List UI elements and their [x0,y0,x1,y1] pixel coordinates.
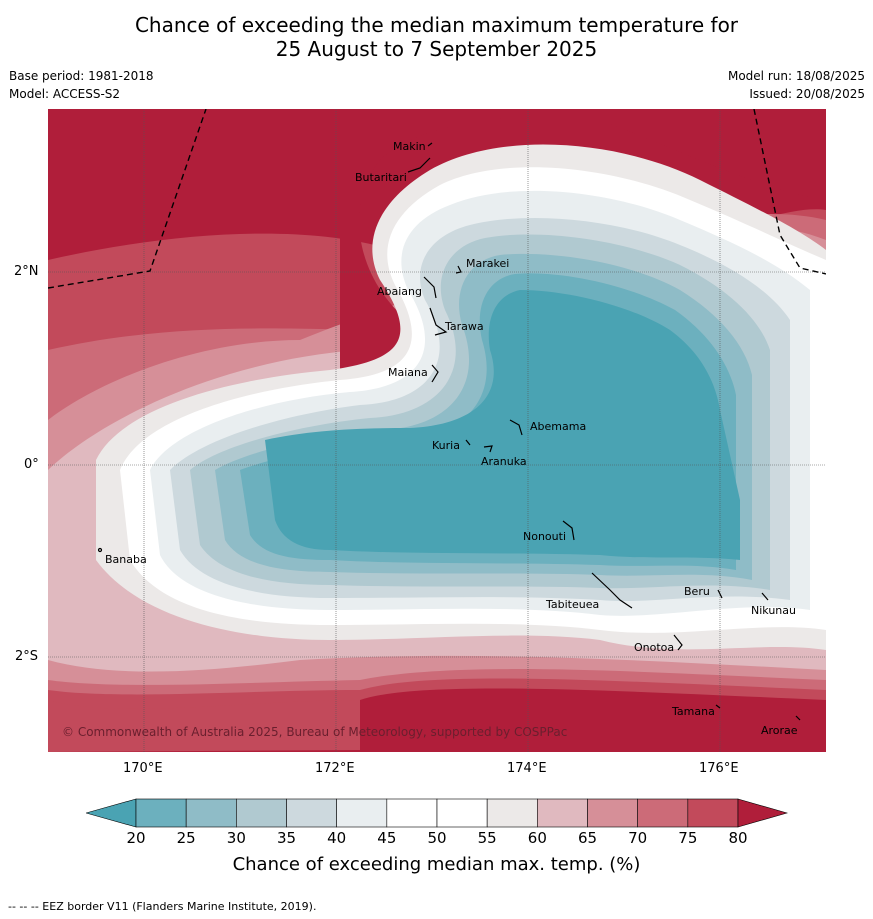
marakei-island [455,265,462,274]
map-title-line2: 25 August to 7 September 2025 [275,37,598,61]
banaba-island [97,547,103,553]
label-nonouti: Nonouti [523,530,566,543]
eez-border [48,109,826,289]
tarawa-island [429,307,448,336]
colorbar-extend-high [737,798,788,828]
colorbar-tick-label: 20 [126,829,146,847]
colorbar-tick-label: 50 [427,829,447,847]
nikunau-island [761,592,769,601]
label-marakei: Marakei [466,257,509,270]
label-arorae: Arorae [761,724,798,737]
colorbar-segment [386,798,438,828]
label-tamana: Tamana [671,705,715,718]
makin-island [427,142,433,147]
colorbar [86,798,788,828]
label-tarawa: Tarawa [444,320,484,333]
colorbar-tick-label: 70 [628,829,648,847]
colorbar-segment [135,798,187,828]
colorbar-segment [637,798,689,828]
colorbar-tick-label: 45 [377,829,397,847]
arorae-island [795,715,801,721]
colorbar-tick-label: 65 [577,829,598,847]
label-tabiteuea: Tabiteuea [545,598,599,611]
label-butaritari: Butaritari [355,171,407,184]
lon-tick-170: 170°E [123,761,163,776]
contour-20 [265,290,740,560]
lon-tick-174: 174°E [507,761,547,776]
graticule [48,109,826,752]
aranuka-island [483,445,493,453]
label-maiana: Maiana [388,366,428,379]
label-abaiang: Abaiang [377,285,422,298]
tamana-island [715,704,721,709]
colorbar-label: Chance of exceeding median max. temp. (%… [232,854,641,875]
colorbar-segment [537,798,588,828]
label-onotoa: Onotoa [634,641,674,654]
eez-footnote: -- -- -- EEZ border V11 (Flanders Marine… [8,900,317,913]
colorbar-tick-label: 40 [327,829,347,847]
colorbar-extend-low [86,798,137,828]
label-beru: Beru [684,585,710,598]
colorbar-tick-label: 55 [477,829,497,847]
colorbar-segment [286,798,337,828]
colorbar-segment [587,798,638,828]
issued-date: Issued: 20/08/2025 [749,87,865,101]
kuria-island [465,439,471,446]
probability-map: Makin Butaritari Marakei Abaiang Tarawa … [48,109,826,752]
colorbar-segment [336,798,388,828]
colorbar-tick-label: 60 [527,829,547,847]
colorbar-segment [436,798,488,828]
model-name: Model: ACCESS-S2 [9,87,121,101]
colorbar-segment [687,798,739,828]
butaritari-island [407,157,431,173]
model-run: Model run: 18/08/2025 [727,69,865,83]
base-period: Base period: 1981-2018 [9,69,154,83]
abaiang-island [423,276,437,299]
label-nikunau: Nikunau [751,604,796,617]
colorbar-tick-label: 80 [728,829,748,847]
lat-tick-2s: 2°S [15,649,39,664]
colorbar-tick-label: 75 [678,829,698,847]
label-kuria: Kuria [432,439,460,452]
colorbar-segment [486,798,538,828]
lat-tick-2n: 2°N [14,264,39,279]
label-aranuka: Aranuka [481,455,527,468]
map-title-line1: Chance of exceeding the median maximum t… [134,13,739,37]
colorbar-tick-label: 30 [226,829,246,847]
onotoa-island [673,634,683,651]
tabiteuea-island [591,572,633,609]
colorbar-tick-label: 25 [176,829,196,847]
islands [97,142,801,721]
lon-tick-176: 176°E [699,761,739,776]
nonouti-island [562,520,575,541]
copyright-notice: © Commonwealth of Australia 2025, Bureau… [62,725,567,739]
label-banaba: Banaba [105,553,147,566]
label-makin: Makin [393,140,426,153]
colorbar-segment [185,798,237,828]
lon-tick-172: 172°E [315,761,355,776]
colorbar-tick-label: 35 [276,829,297,847]
abemama-island [509,419,523,436]
label-abemama: Abemama [530,420,586,433]
maiana-island [431,364,439,383]
lat-tick-0: 0° [24,457,39,472]
colorbar-segment [236,798,287,828]
beru-island [717,589,723,599]
